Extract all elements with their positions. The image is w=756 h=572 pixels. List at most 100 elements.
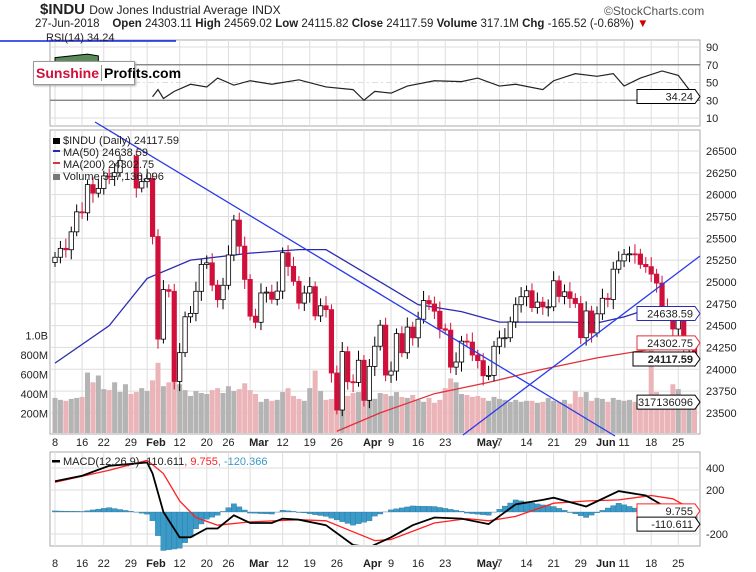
volume-bar bbox=[507, 401, 513, 433]
macd-histogram-bar bbox=[106, 507, 113, 513]
y-tick-label: 26500 bbox=[706, 146, 737, 158]
macd-histogram-bar bbox=[57, 510, 64, 513]
macd-histogram-bar bbox=[149, 511, 156, 521]
macd-histogram-bar bbox=[371, 511, 378, 517]
legend-entry: Volume 317,136,096 bbox=[63, 171, 164, 183]
candle-body bbox=[171, 290, 177, 382]
candle-body bbox=[426, 300, 432, 305]
volume-bar bbox=[301, 400, 307, 433]
volume-bar bbox=[659, 395, 665, 433]
y-tick-label: 23750 bbox=[706, 386, 737, 398]
candle-body bbox=[296, 280, 302, 304]
volume-bar bbox=[448, 378, 454, 433]
volume-bar bbox=[610, 397, 616, 433]
volume-bar bbox=[415, 399, 421, 433]
macd-histogram-bar bbox=[285, 510, 291, 513]
x-tick-label: 26 bbox=[331, 558, 343, 570]
macd-signal-tag bbox=[636, 503, 701, 519]
macd-histogram-bar bbox=[550, 506, 557, 513]
candle-body bbox=[187, 312, 194, 318]
volume-bar bbox=[328, 398, 334, 433]
x-tick-label: Jun bbox=[596, 437, 616, 449]
x-tick-label: Apr bbox=[363, 437, 383, 449]
candle-body bbox=[225, 254, 232, 286]
macd-histogram-bar bbox=[247, 511, 253, 514]
candle-body bbox=[496, 337, 503, 347]
macd-tag bbox=[636, 516, 701, 532]
volume-bar bbox=[540, 401, 546, 433]
x-tick-label: 26 bbox=[222, 437, 234, 449]
macd-histogram-bar bbox=[155, 511, 161, 536]
macd-histogram-bar bbox=[52, 510, 58, 513]
candle-body bbox=[437, 310, 443, 330]
candle-body bbox=[269, 291, 275, 300]
volume-bar bbox=[421, 401, 427, 433]
candle-body bbox=[301, 292, 307, 304]
volume-bar bbox=[627, 399, 633, 433]
macd-histogram-bar bbox=[203, 511, 210, 520]
volume-bar bbox=[150, 380, 156, 433]
candle-body bbox=[485, 374, 492, 377]
candle-body bbox=[453, 361, 459, 368]
volume-bar bbox=[74, 397, 80, 433]
macd-histogram-bar bbox=[68, 511, 75, 513]
x-tick-label: Mar bbox=[249, 437, 269, 449]
candle-body bbox=[290, 266, 297, 282]
candle-body bbox=[523, 290, 530, 298]
macd-tick-label: 200 bbox=[706, 485, 724, 497]
volume-bar bbox=[112, 382, 118, 433]
rsi-tick-label: 30 bbox=[706, 95, 718, 107]
rsi-tick-label: 90 bbox=[706, 42, 718, 54]
macd-histogram-bar bbox=[626, 506, 633, 513]
legend-swatch bbox=[53, 150, 60, 152]
macd-histogram-bar bbox=[594, 511, 600, 513]
macd-histogram-bar bbox=[621, 504, 627, 513]
macd-tick-label: 400 bbox=[706, 463, 724, 475]
macd-legend-value: , -120.366 bbox=[218, 456, 268, 468]
macd-legend-value: , 9.755 bbox=[184, 456, 218, 468]
candle-body bbox=[605, 297, 611, 300]
candle-body bbox=[236, 219, 242, 247]
volume-bar bbox=[616, 399, 622, 433]
volume-bar bbox=[583, 392, 589, 433]
candle-body bbox=[252, 315, 259, 323]
volume-bar bbox=[312, 370, 318, 433]
candle-body bbox=[556, 280, 562, 297]
source-credit: ©StockCharts.com bbox=[604, 4, 705, 18]
macd-histogram-bar bbox=[333, 511, 340, 521]
macd-histogram-bar bbox=[426, 506, 432, 513]
volume-bar bbox=[480, 397, 486, 433]
macd-histogram-bar bbox=[317, 511, 324, 516]
candle-body bbox=[177, 352, 183, 382]
volume-bar bbox=[675, 389, 681, 433]
macd-histogram-bar bbox=[312, 511, 319, 515]
rsi-label: RSI(14) 34.24 bbox=[46, 32, 114, 44]
x-tick-label: 21 bbox=[548, 437, 560, 449]
x-tick-label: 22 bbox=[98, 558, 110, 570]
volume-bar bbox=[209, 390, 215, 433]
x-tick-label: 8 bbox=[52, 558, 58, 570]
volume-bar bbox=[128, 394, 134, 433]
macd-histogram-bar bbox=[615, 503, 622, 513]
close-tag bbox=[632, 351, 701, 367]
candle-body bbox=[57, 247, 64, 258]
volume-bar bbox=[52, 397, 58, 433]
macd-histogram-bar bbox=[431, 506, 438, 513]
candle-body bbox=[572, 298, 578, 304]
candle-body bbox=[117, 160, 123, 174]
volume-bar bbox=[133, 392, 139, 433]
macd-histogram-bar bbox=[436, 507, 443, 513]
macd-histogram-bar bbox=[464, 511, 470, 514]
volume-bar bbox=[144, 391, 150, 433]
volume-bar bbox=[253, 394, 259, 433]
candle-body bbox=[458, 340, 465, 363]
candle-body bbox=[74, 211, 80, 233]
volume-bar bbox=[220, 393, 226, 433]
candle-body bbox=[274, 290, 280, 300]
volume-bar bbox=[361, 390, 367, 433]
trendline-up bbox=[462, 255, 701, 436]
macd-histogram-bar bbox=[355, 511, 362, 524]
macd-histogram-bar bbox=[469, 511, 476, 514]
macd-histogram-bar bbox=[198, 511, 205, 525]
x-tick-label: May bbox=[477, 558, 499, 570]
